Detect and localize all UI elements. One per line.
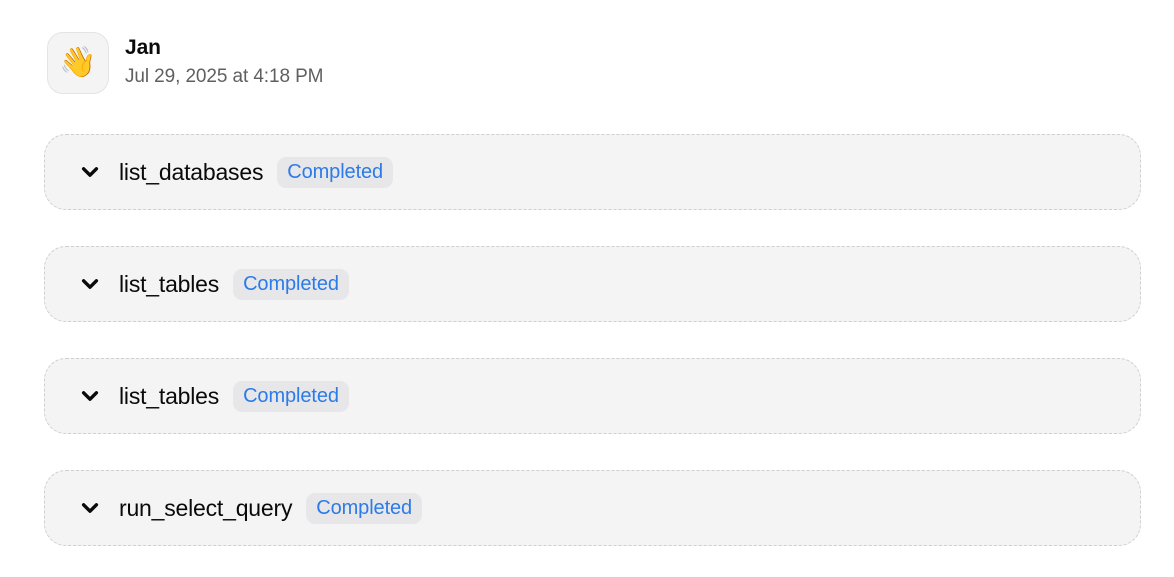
message-header: 👋 Jan Jul 29, 2025 at 4:18 PM	[47, 32, 323, 94]
avatar: 👋	[47, 32, 109, 94]
tool-call-card[interactable]: run_select_query Completed	[44, 470, 1141, 546]
chevron-down-icon[interactable]	[79, 273, 101, 295]
tool-call-card[interactable]: list_databases Completed	[44, 134, 1141, 210]
status-badge: Completed	[233, 380, 349, 412]
tool-call-name: run_select_query	[119, 494, 293, 521]
tool-call-list: list_databases Completed list_tables Com…	[44, 134, 1141, 546]
status-badge: Completed	[277, 156, 394, 188]
status-badge: Completed	[306, 492, 423, 524]
chevron-down-icon[interactable]	[79, 385, 101, 407]
chevron-down-icon[interactable]	[79, 497, 101, 519]
chevron-down-icon[interactable]	[79, 161, 101, 183]
status-badge: Completed	[233, 268, 349, 300]
tool-call-name: list_databases	[119, 158, 264, 185]
tool-call-card[interactable]: list_tables Completed	[44, 246, 1141, 322]
message-timestamp: Jul 29, 2025 at 4:18 PM	[125, 66, 324, 88]
tool-call-name: list_tables	[119, 382, 220, 409]
tool-call-card[interactable]: list_tables Completed	[44, 358, 1141, 434]
tool-call-name: list_tables	[119, 270, 220, 297]
sender-block: Jan Jul 29, 2025 at 4:18 PM	[125, 32, 323, 91]
sender-name: Jan	[125, 36, 161, 59]
waving-hand-emoji-icon: 👋	[59, 45, 97, 80]
